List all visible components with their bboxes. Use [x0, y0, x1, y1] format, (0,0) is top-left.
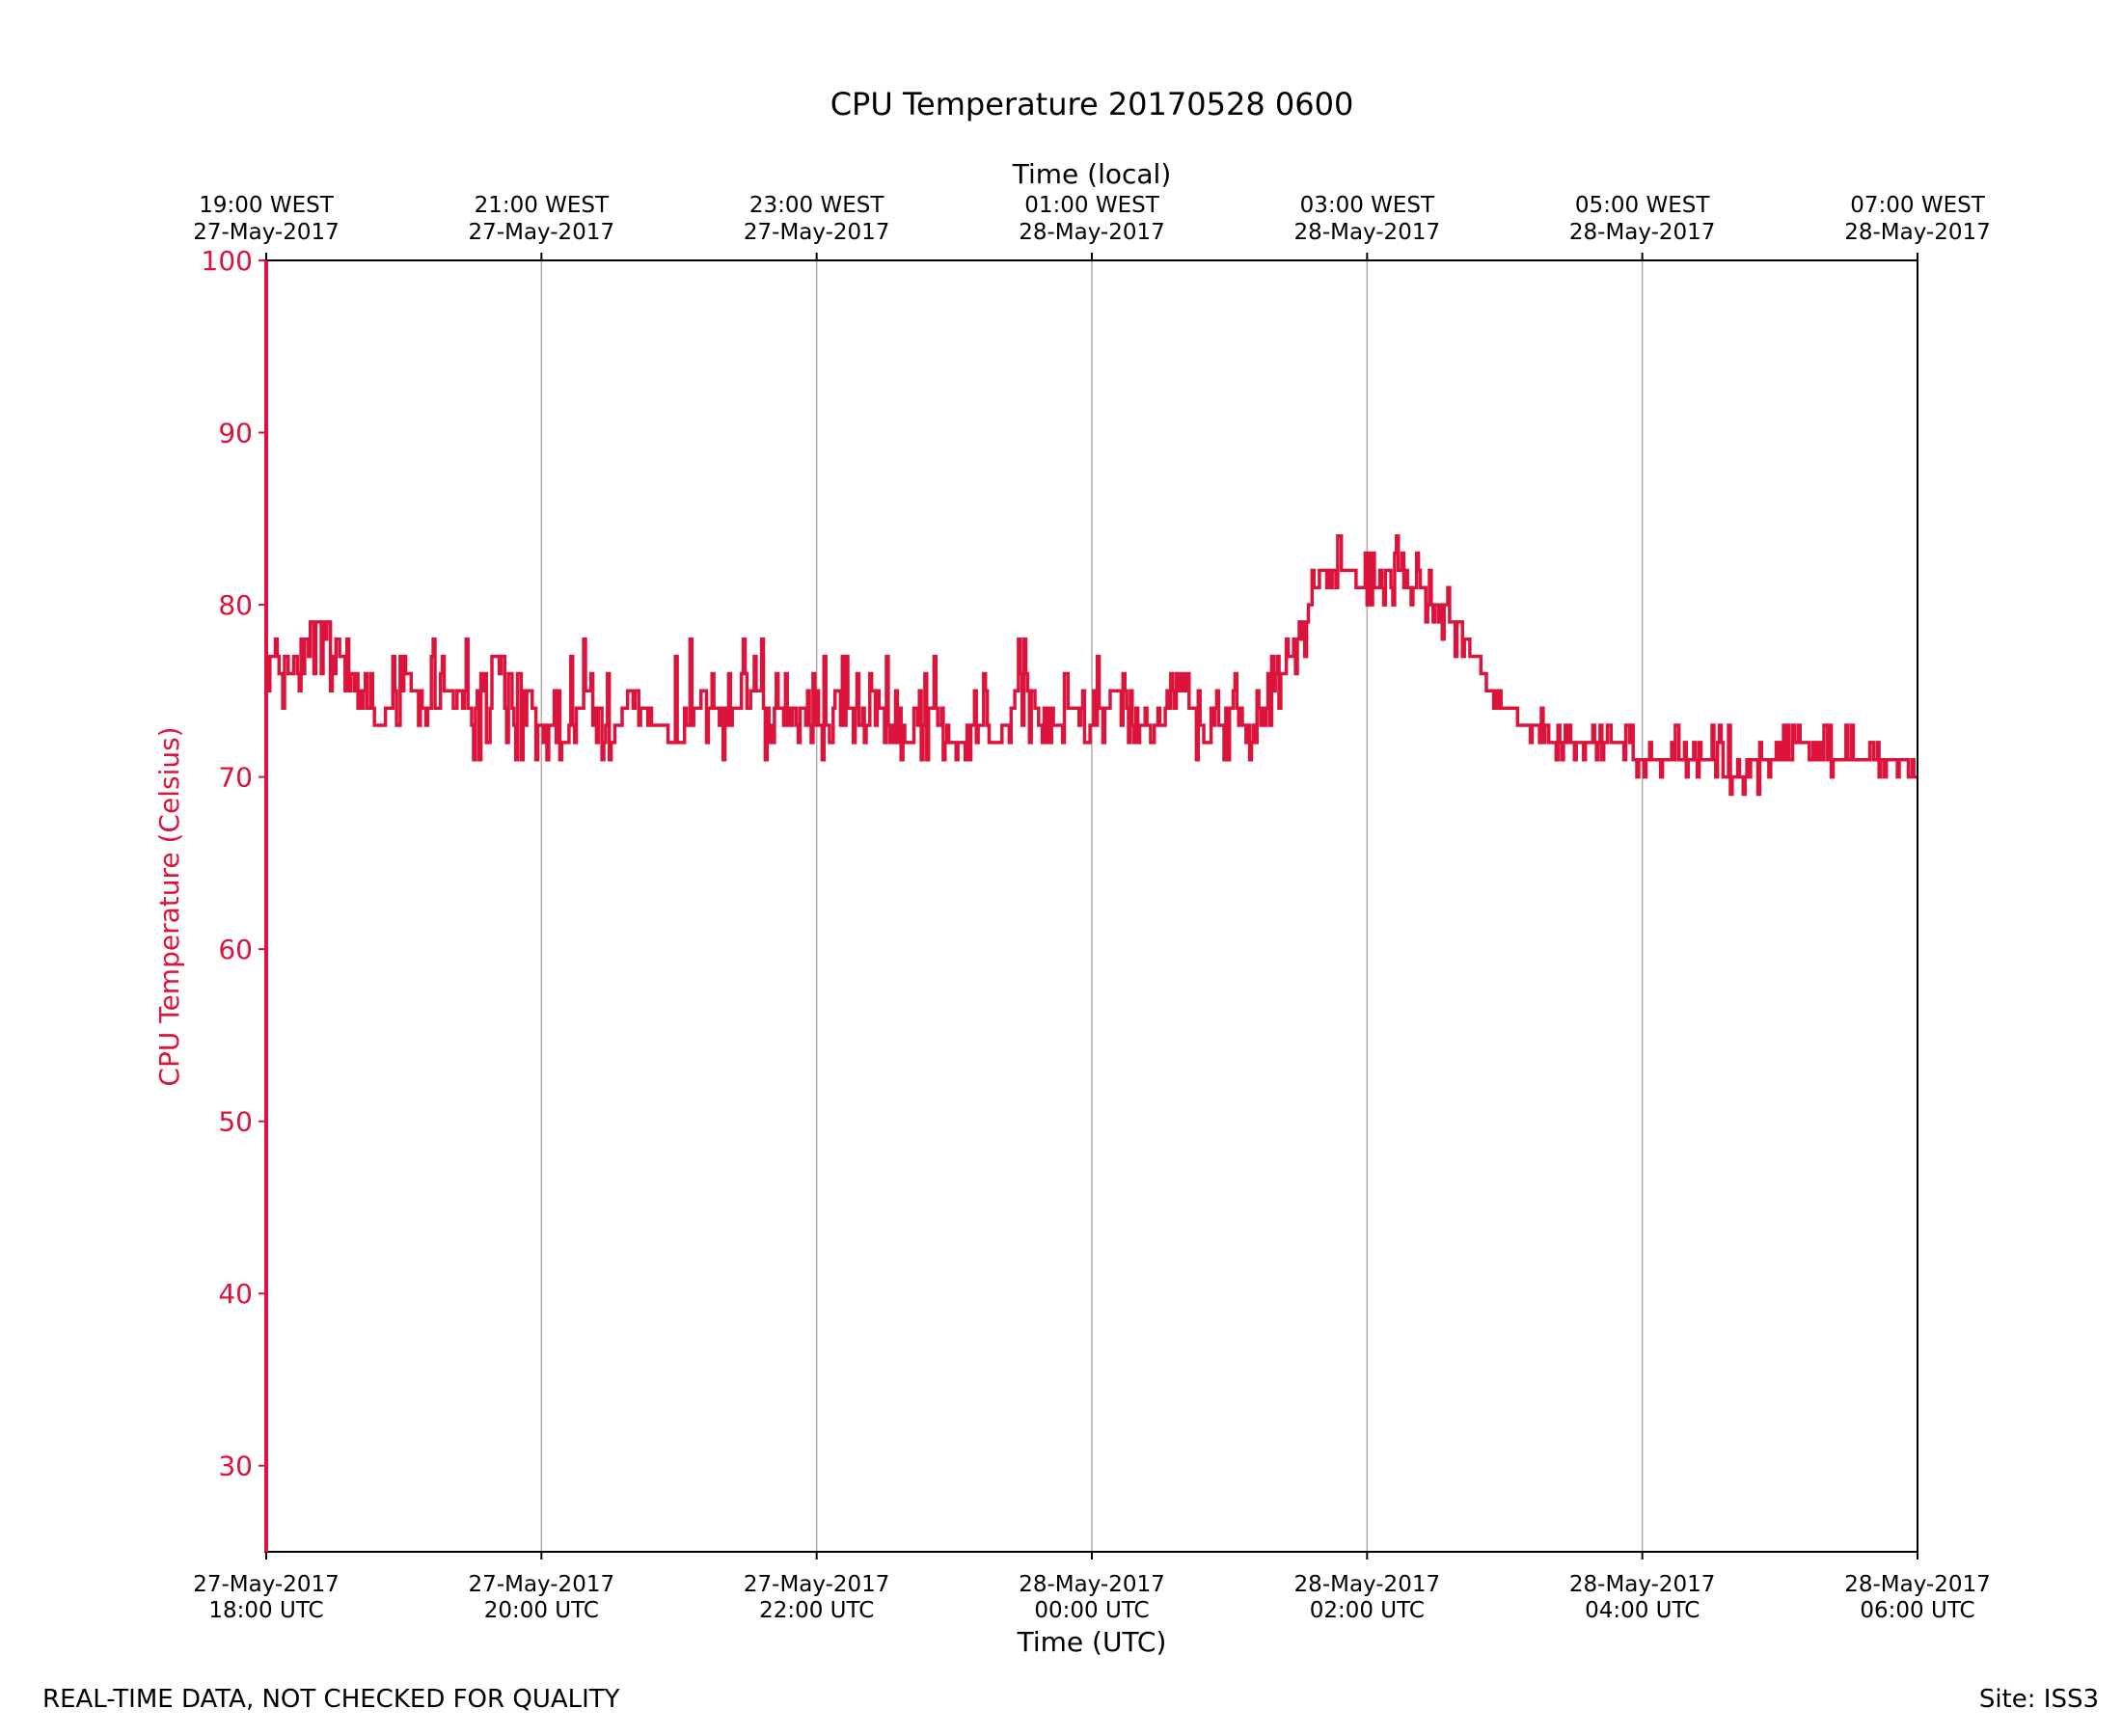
x-tick-date: 28-May-2017	[1019, 1572, 1165, 1597]
x-tick-time: 04:00 UTC	[1585, 1598, 1700, 1623]
x2-tick-date: 27-May-2017	[744, 220, 890, 245]
x-tick-date: 27-May-2017	[193, 1572, 340, 1597]
x-tick-time: 20:00 UTC	[484, 1598, 599, 1623]
x2-tick-time: 07:00 WEST	[1850, 193, 1985, 218]
x2-tick-date: 27-May-2017	[193, 220, 340, 245]
quality-note: REAL-TIME DATA, NOT CHECKED FOR QUALITY	[42, 1685, 620, 1714]
x2-tick-date: 27-May-2017	[469, 220, 615, 245]
x-tick-date: 28-May-2017	[1844, 1572, 1991, 1597]
x-tick-time: 06:00 UTC	[1860, 1598, 1974, 1623]
x2-tick-time: 03:00 WEST	[1300, 193, 1435, 218]
x2-tick-date: 28-May-2017	[1294, 220, 1441, 245]
series-layer	[266, 533, 1918, 797]
x-tick-time: 22:00 UTC	[759, 1598, 874, 1623]
y-axis-label: CPU Temperature (Celsius)	[153, 726, 185, 1086]
y-axis-ticks: 30 40 50 60 70 80 90 100	[202, 245, 266, 1482]
x2-tick-time: 05:00 WEST	[1575, 193, 1710, 218]
x2-tick-time: 01:00 WEST	[1024, 193, 1159, 218]
x-tick-time: 02:00 UTC	[1310, 1598, 1425, 1623]
x-tick-date: 27-May-2017	[744, 1572, 890, 1597]
x2-tick-date: 28-May-2017	[1019, 220, 1165, 245]
x2-tick-date: 28-May-2017	[1569, 220, 1716, 245]
y-tick-label: 60	[218, 934, 253, 965]
x-tick-time: 00:00 UTC	[1034, 1598, 1149, 1623]
site-label: Site: ISS3	[1978, 1685, 2099, 1714]
y-tick-label: 40	[218, 1278, 253, 1310]
x2-tick-time: 23:00 WEST	[749, 193, 884, 218]
chart-title: CPU Temperature 20170528 0600	[830, 86, 1354, 122]
x-tick-time: 18:00 UTC	[208, 1598, 323, 1623]
series-line	[266, 533, 1918, 797]
top-axis-label: Time (local)	[1012, 158, 1172, 190]
x2-tick-time: 21:00 WEST	[475, 193, 610, 218]
x2-tick-date: 28-May-2017	[1844, 220, 1991, 245]
y-tick-label: 80	[218, 589, 253, 621]
y-tick-label: 70	[218, 762, 253, 794]
x-axis-label: Time (UTC)	[1017, 1626, 1167, 1658]
x-tick-date: 27-May-2017	[469, 1572, 615, 1597]
y-tick-label: 30	[218, 1451, 253, 1482]
grid-lines	[540, 260, 1644, 1552]
y-tick-label: 90	[218, 418, 253, 449]
y-tick-label: 100	[202, 245, 253, 277]
x-tick-date: 28-May-2017	[1294, 1572, 1441, 1597]
y-tick-label: 50	[218, 1106, 253, 1138]
x-tick-date: 28-May-2017	[1569, 1572, 1716, 1597]
x2-tick-time: 19:00 WEST	[199, 193, 334, 218]
